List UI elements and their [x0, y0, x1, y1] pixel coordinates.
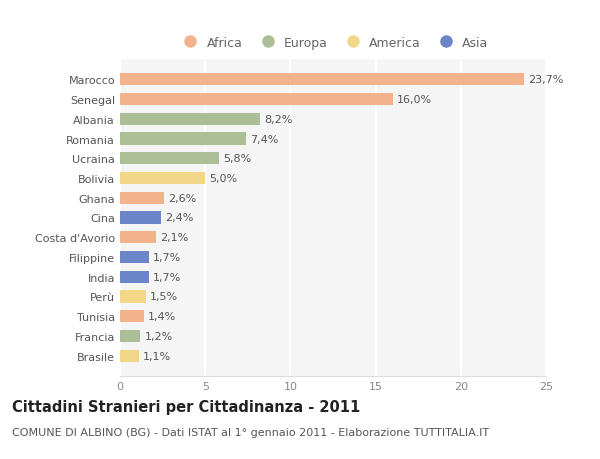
Text: 16,0%: 16,0%: [397, 95, 432, 105]
Bar: [120, 252, 149, 263]
Bar: [120, 271, 149, 283]
Bar: [120, 291, 146, 303]
Bar: [120, 94, 392, 106]
Bar: [120, 232, 156, 244]
Text: 5,0%: 5,0%: [209, 174, 238, 184]
Bar: [120, 350, 139, 362]
Bar: [120, 173, 205, 185]
Text: 2,1%: 2,1%: [160, 233, 188, 243]
Bar: [120, 212, 161, 224]
Text: 1,2%: 1,2%: [145, 331, 173, 341]
Text: 1,5%: 1,5%: [150, 292, 178, 302]
Bar: [120, 153, 219, 165]
Text: Cittadini Stranieri per Cittadinanza - 2011: Cittadini Stranieri per Cittadinanza - 2…: [12, 399, 360, 414]
Bar: [120, 192, 164, 204]
Text: 23,7%: 23,7%: [528, 75, 563, 85]
Text: 1,1%: 1,1%: [143, 351, 171, 361]
Text: COMUNE DI ALBINO (BG) - Dati ISTAT al 1° gennaio 2011 - Elaborazione TUTTITALIA.: COMUNE DI ALBINO (BG) - Dati ISTAT al 1°…: [12, 427, 489, 437]
Text: 5,8%: 5,8%: [223, 154, 251, 164]
Text: 2,6%: 2,6%: [169, 193, 197, 203]
Text: 8,2%: 8,2%: [264, 115, 292, 124]
Text: 7,4%: 7,4%: [250, 134, 279, 144]
Text: 2,4%: 2,4%: [165, 213, 194, 223]
Bar: [120, 113, 260, 126]
Text: 1,7%: 1,7%: [153, 252, 181, 263]
Bar: [120, 330, 140, 342]
Bar: [120, 133, 246, 146]
Text: 1,7%: 1,7%: [153, 272, 181, 282]
Bar: [120, 74, 524, 86]
Bar: [120, 310, 144, 323]
Text: 1,4%: 1,4%: [148, 312, 176, 321]
Legend: Africa, Europa, America, Asia: Africa, Europa, America, Asia: [175, 34, 491, 52]
